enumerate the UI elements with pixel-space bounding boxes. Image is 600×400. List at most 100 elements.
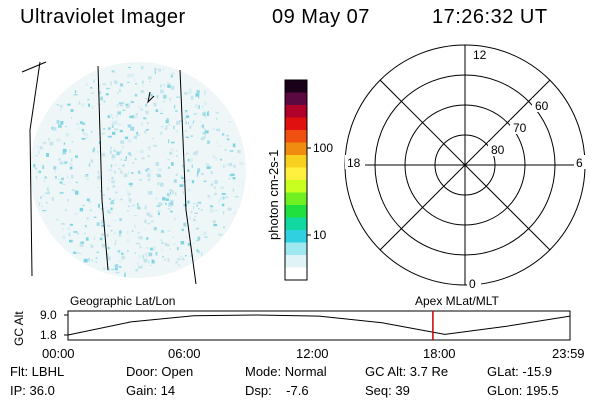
uv-speckle bbox=[216, 117, 218, 121]
uv-speckle bbox=[177, 258, 181, 260]
colorbar-tick-100: 100 bbox=[313, 141, 333, 155]
uv-speckle bbox=[137, 236, 141, 239]
uv-speckle bbox=[210, 171, 213, 175]
uv-speckle bbox=[195, 153, 198, 156]
uv-speckle bbox=[167, 83, 171, 87]
uv-speckle bbox=[177, 264, 181, 267]
uv-speckle bbox=[43, 194, 45, 197]
uv-speckle bbox=[137, 206, 141, 210]
uv-speckle bbox=[175, 149, 178, 152]
uv-speckle bbox=[145, 169, 147, 172]
colorbar-cell bbox=[285, 267, 307, 281]
uv-speckle bbox=[126, 239, 130, 242]
uv-speckle bbox=[100, 189, 102, 192]
uv-speckle bbox=[147, 154, 150, 158]
uv-speckle bbox=[87, 98, 90, 101]
uv-speckle bbox=[128, 205, 130, 208]
uv-speckle bbox=[203, 231, 207, 236]
uv-speckle bbox=[120, 158, 122, 161]
uv-speckle bbox=[121, 255, 126, 260]
uv-speckle bbox=[189, 216, 191, 220]
uv-speckle bbox=[128, 66, 131, 69]
uv-speckle bbox=[54, 169, 56, 173]
uv-speckle bbox=[151, 220, 154, 223]
uv-speckle bbox=[107, 135, 112, 138]
uv-speckle bbox=[110, 150, 112, 154]
uv-speckle bbox=[114, 241, 117, 246]
uv-speckle bbox=[149, 214, 153, 218]
uv-speckle bbox=[155, 197, 158, 200]
x-tick-label: 06:00 bbox=[168, 346, 201, 361]
uv-speckle bbox=[99, 237, 103, 241]
uv-speckle bbox=[136, 134, 140, 136]
uv-speckle bbox=[150, 264, 152, 266]
uv-speckle bbox=[103, 100, 106, 103]
uv-speckle bbox=[214, 180, 218, 184]
uv-speckle bbox=[204, 134, 206, 138]
uv-speckle bbox=[124, 273, 126, 278]
timeline-frame bbox=[67, 310, 571, 341]
date-label: 09 May 07 bbox=[272, 6, 370, 28]
uv-speckle bbox=[111, 180, 116, 184]
uv-speckle bbox=[167, 166, 170, 169]
uv-speckle bbox=[233, 164, 236, 168]
colorbar-cell bbox=[285, 130, 307, 143]
uv-speckle bbox=[161, 203, 164, 205]
uv-speckle bbox=[62, 152, 67, 155]
uv-speckle bbox=[193, 120, 195, 123]
uv-speckle bbox=[162, 68, 164, 71]
uv-speckle bbox=[110, 207, 113, 211]
x-tick-label: 18:00 bbox=[423, 346, 456, 361]
uv-speckle bbox=[119, 129, 123, 133]
uv-speckle bbox=[146, 255, 148, 259]
uv-speckle bbox=[85, 237, 89, 241]
uv-speckle bbox=[148, 76, 152, 80]
uv-speckle bbox=[64, 125, 68, 128]
uv-speckle bbox=[74, 90, 77, 94]
uv-speckle bbox=[188, 89, 192, 94]
uv-speckle bbox=[196, 90, 200, 94]
uv-speckle bbox=[114, 164, 118, 166]
uv-speckle bbox=[172, 236, 175, 238]
uv-speckle bbox=[106, 187, 110, 191]
uv-speckle bbox=[61, 177, 64, 181]
uv-speckle bbox=[110, 146, 112, 150]
uv-speckle bbox=[88, 103, 90, 107]
uv-speckle bbox=[173, 125, 175, 130]
uv-speckle bbox=[80, 253, 82, 255]
uv-speckle bbox=[205, 163, 210, 166]
meridian-line bbox=[179, 69, 197, 285]
status-seq: Seq: 39 bbox=[365, 383, 410, 398]
uv-speckle bbox=[202, 132, 206, 135]
status-dsp: Dsp: -7.6 bbox=[245, 383, 309, 398]
uv-speckle bbox=[80, 241, 84, 244]
uv-speckle bbox=[121, 252, 124, 255]
uv-speckle bbox=[160, 131, 163, 135]
uv-speckle bbox=[122, 145, 124, 149]
uv-speckle bbox=[140, 149, 144, 154]
uv-speckle bbox=[70, 174, 74, 179]
uv-speckle bbox=[119, 83, 124, 87]
uv-speckle bbox=[163, 94, 167, 99]
uv-speckle bbox=[103, 267, 105, 269]
uv-speckle bbox=[99, 96, 103, 101]
uv-speckle bbox=[162, 256, 164, 258]
uv-speckle bbox=[59, 174, 61, 177]
uv-speckle bbox=[95, 86, 97, 88]
uv-speckle bbox=[167, 208, 171, 210]
uv-speckle bbox=[166, 118, 169, 121]
colorbar-cell bbox=[285, 142, 307, 156]
uv-speckle bbox=[108, 198, 111, 200]
uv-speckle bbox=[143, 117, 147, 120]
uv-speckle bbox=[59, 192, 64, 194]
uv-speckle bbox=[116, 104, 119, 108]
uv-speckle bbox=[162, 197, 166, 201]
uv-speckle bbox=[148, 178, 150, 182]
uv-speckle bbox=[137, 170, 141, 174]
uv-speckle bbox=[174, 192, 177, 196]
uv-speckle bbox=[114, 264, 119, 268]
uv-speckle bbox=[185, 136, 189, 138]
uv-speckle bbox=[81, 103, 85, 107]
uv-speckle bbox=[111, 70, 115, 73]
uv-speckle bbox=[107, 234, 109, 237]
